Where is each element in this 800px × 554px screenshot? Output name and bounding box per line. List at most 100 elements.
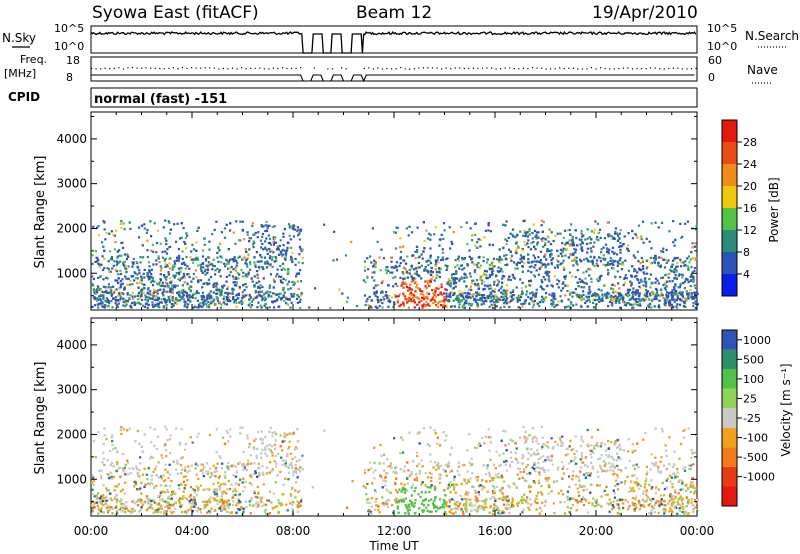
echo-cell (252, 233, 255, 236)
echo-cell (443, 229, 446, 232)
echo-cell (652, 257, 655, 260)
echo-cell (415, 270, 418, 273)
echo-cell (496, 295, 499, 298)
echo-cell (431, 275, 434, 278)
echo-cell (300, 292, 303, 295)
echo-cell (108, 271, 111, 274)
echo-cell (394, 294, 397, 297)
echo-cell (680, 299, 683, 302)
echo-cell (168, 290, 171, 293)
echo-cell (323, 223, 326, 226)
echo-cell (138, 297, 141, 300)
echo-cell (148, 275, 151, 278)
echo-cell (615, 297, 618, 300)
echo-cell (236, 272, 239, 275)
echo-cell (489, 291, 492, 294)
echo-cell (393, 231, 396, 234)
echo-cell (511, 298, 514, 301)
echo-cell (237, 277, 240, 280)
echo-cell (649, 286, 652, 289)
echo-cell (690, 265, 693, 269)
echo-cell (598, 256, 601, 259)
echo-cell (159, 265, 162, 268)
echo-cell (219, 275, 222, 278)
echo-cell (480, 298, 483, 302)
echo-cell (202, 282, 205, 285)
echo-cell (105, 300, 108, 303)
echo-cell (640, 256, 643, 260)
echo-cell (639, 236, 642, 239)
echo-cell (143, 268, 146, 271)
echo-cell (211, 233, 214, 236)
nave-point (413, 68, 415, 70)
echo-cell (403, 277, 406, 280)
echo-cell (450, 273, 454, 276)
echo-cell (291, 280, 294, 284)
echo-cell (584, 301, 587, 305)
echo-cell (496, 279, 499, 282)
echo-cell (619, 293, 622, 296)
echo-cell (664, 302, 667, 305)
echo-cell (670, 270, 673, 273)
echo-cell (91, 262, 94, 265)
echo-cell (495, 274, 498, 277)
echo-cell (536, 235, 540, 238)
nave-point (604, 68, 606, 70)
echo-cell (666, 298, 669, 301)
echo-cell (533, 229, 537, 232)
nave-point (541, 67, 543, 69)
echo-cell (421, 257, 424, 260)
nsky-series (90, 30, 697, 54)
echo-cell (482, 302, 485, 305)
nave-point (104, 67, 106, 69)
echo-cell (540, 262, 543, 265)
echo-cell (166, 282, 169, 285)
echo-cell (110, 256, 113, 259)
echo-cell (519, 278, 522, 281)
echo-cell (119, 293, 122, 296)
echo-cell (399, 246, 402, 249)
echo-cell (122, 293, 125, 296)
echo-cell (502, 292, 505, 296)
echo-cell (593, 228, 596, 231)
nave-point (518, 68, 520, 70)
echo-cell (477, 285, 480, 288)
echo-cell (106, 291, 109, 294)
echo-cell (541, 239, 544, 242)
nave-point (627, 67, 629, 69)
echo-cell (526, 242, 529, 245)
echo-cell (493, 265, 496, 268)
echo-cell (256, 273, 259, 276)
echo-cell (280, 281, 283, 284)
echo-cell (207, 300, 210, 304)
echo-cell (526, 235, 529, 238)
echo-cell (406, 301, 409, 304)
echo-cell (484, 229, 487, 232)
echo-cell (694, 242, 697, 245)
echo-cell (540, 298, 543, 302)
echo-cell (543, 244, 547, 247)
echo-cell (109, 258, 112, 261)
echo-cell (556, 232, 559, 235)
echo-cell (402, 304, 405, 307)
echo-cell (537, 273, 540, 276)
nave-point (527, 68, 529, 70)
nave-point (291, 67, 293, 69)
echo-cell (428, 260, 432, 263)
echo-cell (512, 294, 516, 297)
echo-cell (458, 277, 461, 281)
echo-cell (164, 219, 167, 222)
echo-cell (222, 298, 225, 301)
nave-point (186, 67, 188, 70)
echo-cell (242, 271, 245, 274)
echo-cell (588, 236, 591, 239)
echo-cell (482, 280, 485, 283)
echo-cell (621, 297, 624, 301)
echo-cell (253, 285, 256, 289)
echo-cell (509, 250, 512, 253)
echo-cell (561, 282, 564, 285)
echo-cell (376, 306, 379, 309)
echo-cell (611, 262, 614, 265)
echo-cell (137, 226, 141, 229)
echo-cell (169, 245, 172, 249)
